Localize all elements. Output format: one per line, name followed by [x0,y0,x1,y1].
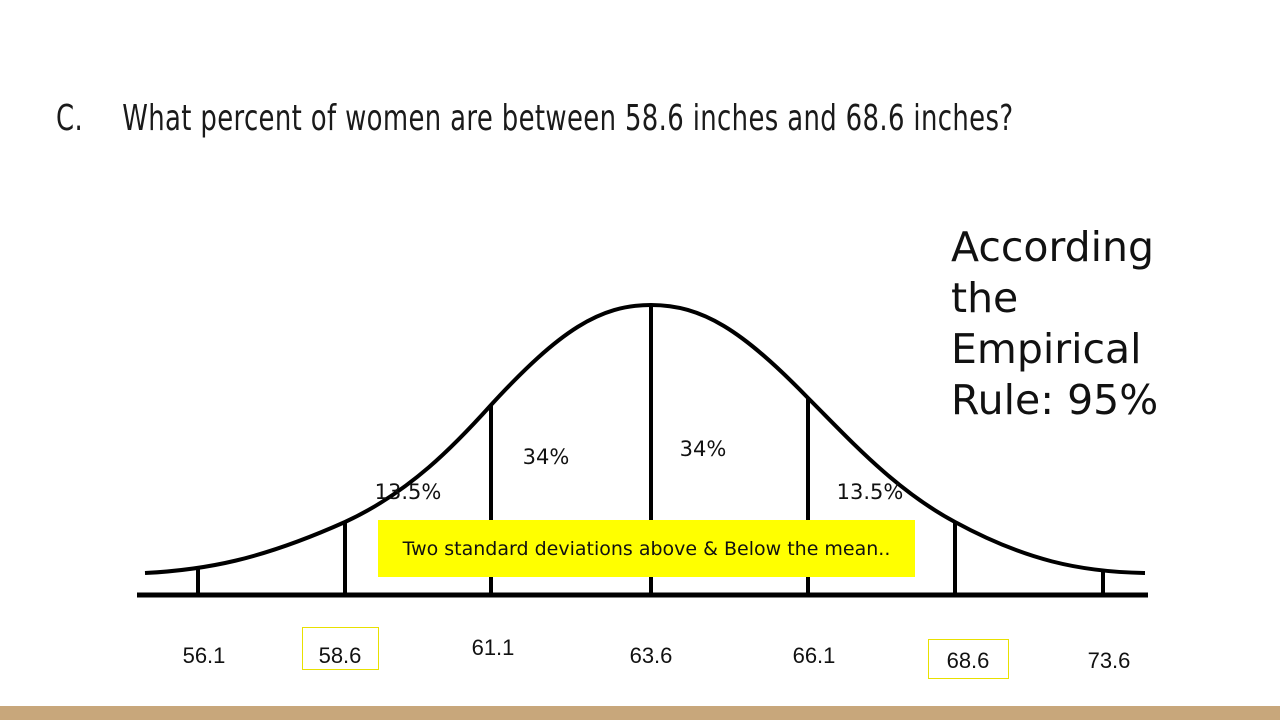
tick-label-56-1: 56.1 [182,643,226,668]
highlight-box-68-6 [928,639,1009,679]
tick-label-63-6: 63.6 [629,643,673,668]
tick-label-73-6: 73.6 [1087,648,1131,673]
answer-text: According the Empirical Rule: 95% [951,222,1251,426]
footer-bar [0,706,1280,720]
tick-label-61-1: 61.1 [471,635,515,660]
caption-banner: Two standard deviations above & Below th… [378,520,915,577]
answer-line-3: Empirical [951,325,1142,373]
tick-label-66-1: 66.1 [792,643,836,668]
answer-line-1: According [951,223,1155,271]
tick-label-68-6: 68.6 [946,648,990,673]
question-marker: C. [56,98,84,139]
percent-label-left-outer: 13.5% [374,480,442,504]
percent-label-right-inner: 34% [679,437,727,461]
highlight-box-58-6 [302,627,379,670]
percent-label-left-inner: 34% [522,445,570,469]
tick-label-58-6: 58.6 [318,643,362,668]
percent-label-right-outer: 13.5% [836,480,904,504]
question-text: What percent of women are between 58.6 i… [122,98,1014,139]
question: C. What percent of women are between 58.6… [56,98,1013,139]
answer-line-4: Rule: 95% [951,376,1159,424]
answer-line-2: the [951,274,1019,322]
